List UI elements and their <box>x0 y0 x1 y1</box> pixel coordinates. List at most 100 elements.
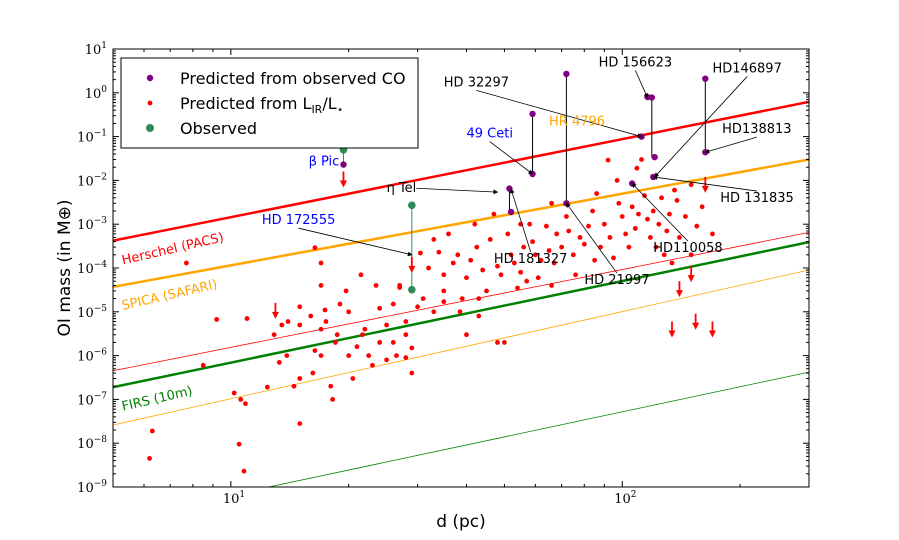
sensitivity-line-label: FIRS (10m) <box>120 384 194 415</box>
data-point <box>390 301 396 307</box>
data-point <box>688 252 694 258</box>
data-point <box>487 236 493 242</box>
y-tick-label: 10−1 <box>77 129 107 146</box>
data-point <box>441 288 447 294</box>
y-tick-label: 10−7 <box>77 391 107 408</box>
data-point <box>645 216 650 222</box>
data-point <box>543 223 549 229</box>
data-point <box>441 299 447 305</box>
data-point <box>322 307 328 313</box>
data-point <box>403 332 409 338</box>
data-point <box>498 272 504 278</box>
data-point <box>518 269 524 275</box>
data-point <box>279 322 285 328</box>
data-point <box>343 288 349 294</box>
data-point <box>420 296 426 302</box>
data-point <box>297 421 303 427</box>
annotation-arrow <box>489 141 534 175</box>
data-point <box>661 252 667 258</box>
star-label: β Pic <box>309 154 340 169</box>
data-point <box>415 304 420 310</box>
data-point <box>653 244 659 250</box>
data-point <box>408 201 416 210</box>
data-point <box>507 208 515 216</box>
data-point <box>243 401 248 407</box>
upper-limit-arrowhead <box>701 185 709 193</box>
legend-marker <box>146 74 154 82</box>
data-point <box>495 340 500 345</box>
data-point <box>521 244 527 250</box>
data-point <box>276 359 282 365</box>
y-tick-label: 10−2 <box>77 172 107 189</box>
data-point <box>566 228 572 234</box>
data-point <box>446 231 451 237</box>
data-point <box>632 226 638 231</box>
data-point <box>318 326 324 332</box>
data-point <box>318 260 324 266</box>
data-point <box>710 231 715 237</box>
star-label: HD138813 <box>722 122 791 137</box>
sensitivity-line <box>113 240 809 389</box>
data-point <box>333 340 338 345</box>
upper-limit-arrowhead <box>692 322 700 330</box>
star-label: η Tel <box>387 181 417 196</box>
data-point <box>337 301 343 307</box>
y-tick-label: 100 <box>85 85 108 102</box>
data-point <box>639 157 644 162</box>
data-point <box>377 305 383 311</box>
y-tick-label: 10−3 <box>77 216 107 233</box>
data-point <box>694 223 700 229</box>
data-point <box>533 252 538 258</box>
data-point <box>346 309 352 315</box>
upper-limit-arrowhead <box>687 275 695 283</box>
data-point <box>310 370 316 376</box>
upper-limit-arrowhead <box>675 290 683 298</box>
data-point <box>384 357 389 363</box>
data-point <box>505 231 511 237</box>
data-point <box>291 383 297 389</box>
data-point <box>656 221 662 227</box>
data-point <box>377 340 383 345</box>
upper-limit-arrowhead <box>408 265 416 273</box>
data-point <box>598 244 603 250</box>
data-point <box>147 455 152 461</box>
data-point <box>459 296 465 302</box>
data-point <box>607 234 613 240</box>
data-point <box>629 204 635 210</box>
data-point <box>581 241 587 247</box>
data-point <box>340 161 347 168</box>
data-point <box>515 285 520 291</box>
data-point <box>441 272 447 278</box>
y-tick-label: 10−9 <box>77 479 107 496</box>
data-point <box>614 178 620 183</box>
data-point <box>330 397 336 402</box>
data-point <box>529 110 536 118</box>
annotation-arrow <box>654 76 748 178</box>
x-axis-label: d (pc) <box>436 512 486 532</box>
annotation-arrow <box>565 202 618 274</box>
data-point <box>409 370 415 376</box>
data-point <box>702 75 709 82</box>
star-label: HD 32297 <box>444 75 509 90</box>
annotation-arrow <box>631 182 689 242</box>
data-point <box>476 313 482 319</box>
data-point <box>570 252 576 258</box>
data-point <box>271 332 277 338</box>
data-point <box>464 332 469 338</box>
data-point <box>297 322 303 328</box>
data-point <box>549 200 555 206</box>
star-label: HD 131835 <box>720 191 794 206</box>
data-point <box>236 441 242 447</box>
data-point <box>397 285 403 290</box>
data-point <box>636 211 641 217</box>
y-tick-label: 10−4 <box>77 260 107 277</box>
star-label: 49 Ceti <box>466 127 512 142</box>
sensitivity-line <box>113 158 809 289</box>
y-tick-label: 101 <box>85 41 107 58</box>
star-label: HD146897 <box>712 62 781 77</box>
data-point <box>285 319 291 324</box>
star-label: HR 4796 <box>549 114 605 129</box>
data-point <box>559 244 565 250</box>
data-point <box>502 340 507 345</box>
